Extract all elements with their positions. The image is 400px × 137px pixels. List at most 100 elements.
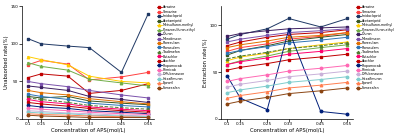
Diuron xyxy=(225,35,230,37)
Diflubenzuron xyxy=(265,80,270,81)
Propamocab xyxy=(265,109,270,110)
Acetamiprid xyxy=(66,96,70,97)
Propamocab xyxy=(345,113,350,115)
Line: Simazine: Simazine xyxy=(226,31,349,53)
Fomesafen xyxy=(318,90,323,92)
Monolinuron xyxy=(87,90,92,91)
Simazine xyxy=(146,72,150,73)
Alachlor xyxy=(146,111,150,113)
Florasulam xyxy=(265,46,270,48)
Pyrazosulfuron-ethyl xyxy=(265,55,270,57)
Metsulfuron-methyl xyxy=(66,64,70,66)
Butachlor xyxy=(25,99,30,100)
Acetamiprid xyxy=(146,104,150,105)
Diuron xyxy=(345,26,350,28)
Hexaflmuron xyxy=(225,92,230,93)
Fomesafen xyxy=(265,97,270,98)
Fipronil xyxy=(238,95,243,96)
Florasulam xyxy=(119,105,124,106)
Hexaflmuron xyxy=(87,114,92,116)
Metsulfuron-methyl xyxy=(87,75,92,77)
Fomesafen xyxy=(286,93,291,94)
Diuron xyxy=(318,27,323,29)
Simazine xyxy=(87,79,92,81)
Monolinuron xyxy=(265,35,270,36)
Florasulam xyxy=(286,42,291,44)
Alachlor xyxy=(265,63,270,64)
Tiadimefon xyxy=(345,42,350,44)
Propamocab xyxy=(25,105,30,106)
Diuron xyxy=(119,99,124,100)
Primicab xyxy=(225,81,230,82)
Metsulfuron-methyl xyxy=(238,56,243,58)
Simazine xyxy=(265,43,270,45)
Simazine xyxy=(318,35,323,37)
Diuron xyxy=(265,30,270,32)
Fomesafen xyxy=(345,87,350,89)
Diuron xyxy=(238,33,243,34)
Hexaflmuron xyxy=(238,89,243,91)
Florasulam xyxy=(225,52,230,54)
Monolinuron xyxy=(238,38,243,40)
Simazine xyxy=(345,32,350,33)
Primicab xyxy=(238,78,243,79)
Line: Diuron: Diuron xyxy=(26,85,150,104)
Tiadimefon xyxy=(39,99,44,100)
Atrazine xyxy=(66,75,70,77)
Line: Fomesafen: Fomesafen xyxy=(26,114,150,119)
Hexaflmuron xyxy=(265,85,270,87)
Line: Simazine: Simazine xyxy=(26,59,150,81)
Imidacloprid xyxy=(66,45,70,47)
Primicab xyxy=(286,70,291,72)
Monolinuron xyxy=(225,41,230,43)
Atrazine xyxy=(238,41,243,43)
Imidacloprid xyxy=(25,38,30,39)
Floresulam xyxy=(345,32,350,33)
Line: Pyrazosulfuron-ethyl: Pyrazosulfuron-ethyl xyxy=(226,44,349,66)
Acetamiprid xyxy=(225,54,230,56)
Line: Hexaflmuron: Hexaflmuron xyxy=(26,111,150,118)
Hexaflmuron xyxy=(345,76,350,78)
Atrazine xyxy=(318,32,323,33)
Diflubenzuron xyxy=(146,115,150,117)
Butachlor xyxy=(146,110,150,112)
Tiadimefon xyxy=(25,97,30,99)
Floresulam xyxy=(286,36,291,38)
Imidacloprid xyxy=(146,13,150,15)
Primicab xyxy=(146,114,150,115)
Floresulam xyxy=(318,35,323,36)
Fomesafen xyxy=(119,117,124,118)
Primicab xyxy=(265,74,270,76)
Line: Monolinuron: Monolinuron xyxy=(26,80,150,99)
Atrazine xyxy=(87,93,92,94)
Atrazine xyxy=(345,29,350,31)
Floresulam xyxy=(25,90,30,91)
Metsulfuron-methyl xyxy=(119,81,124,82)
Tiadimefon xyxy=(318,45,323,47)
Diflubenzuron xyxy=(87,113,92,115)
Butachlor xyxy=(225,64,230,65)
Line: Primicab: Primicab xyxy=(26,107,150,116)
Tiadimefon xyxy=(225,58,230,60)
Line: Hexaflmuron: Hexaflmuron xyxy=(226,75,349,94)
Line: Metsulfuron-methyl: Metsulfuron-methyl xyxy=(26,55,150,84)
Tiadimefon xyxy=(119,107,124,109)
Diuron xyxy=(25,85,30,87)
Pyrazosulfuron-ethyl xyxy=(238,60,243,62)
Alachlor xyxy=(225,69,230,71)
Y-axis label: Unabsorbed rate(%): Unabsorbed rate(%) xyxy=(4,36,9,89)
Fipronil xyxy=(66,114,70,116)
Diuron xyxy=(286,28,291,30)
Fomesafen xyxy=(39,115,44,117)
Florasulam xyxy=(318,39,323,41)
Atrazine xyxy=(119,90,124,91)
Floresulam xyxy=(225,47,230,48)
Butachlor xyxy=(265,57,270,59)
Fomesafen xyxy=(66,116,70,118)
Tiadimefon xyxy=(286,48,291,49)
Tiadimefon xyxy=(87,105,92,106)
Line: Floresulam: Floresulam xyxy=(26,89,150,105)
Simazine xyxy=(39,60,44,61)
Fomesafen xyxy=(225,103,230,105)
Floresulam xyxy=(87,98,92,99)
